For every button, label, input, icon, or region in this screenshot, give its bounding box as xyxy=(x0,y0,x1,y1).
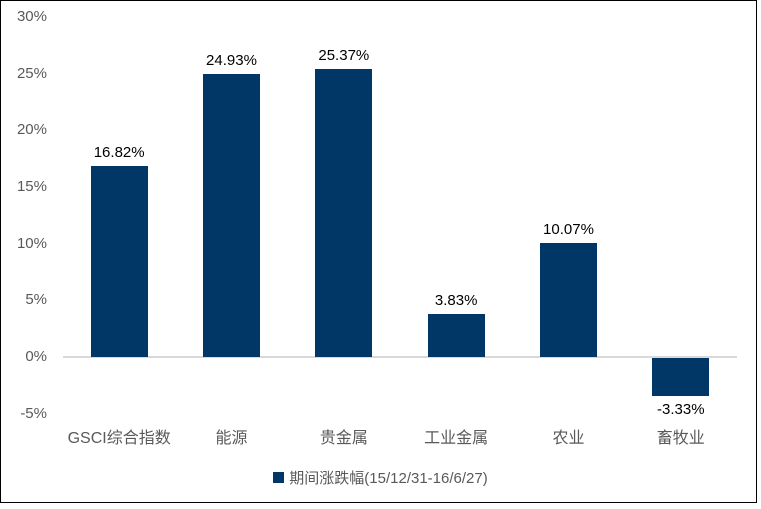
y-tick-label: -5% xyxy=(20,404,47,422)
bar-value-label: 10.07% xyxy=(543,220,594,238)
plot-area: 16.82% 24.93% 25.37% 3.83% 10.07% -3.33% xyxy=(63,17,737,418)
y-tick-label: 20% xyxy=(16,121,47,139)
bar-column: 25.37% xyxy=(288,17,400,414)
x-category-label: 工业金属 xyxy=(424,430,489,447)
y-tick-label: 10% xyxy=(16,234,47,252)
bar xyxy=(427,313,485,357)
y-tick-label: 0% xyxy=(25,348,47,366)
x-axis: GSCI综合指数 能源 贵金属 工业金属 农业 畜牧业 xyxy=(63,428,737,450)
bar xyxy=(652,358,710,396)
bar-value-label: 16.82% xyxy=(93,144,145,162)
bar-value-label: -3.33% xyxy=(657,400,705,418)
bar-value-label: 3.83% xyxy=(434,291,478,309)
y-axis: 30% 25% 20% 15% 10% 5% 0% -5% xyxy=(0,0,47,430)
legend-marker-icon xyxy=(273,471,285,483)
y-tick-label: 25% xyxy=(16,64,47,82)
bar-column: 16.82% xyxy=(63,17,175,414)
y-tick-label: 15% xyxy=(16,178,47,195)
zero-axis-line xyxy=(63,356,737,358)
x-category-label: 能源 xyxy=(215,430,248,447)
chart-legend: 期间涨跌幅(15/12/31-16/6/27) xyxy=(0,466,761,488)
bar xyxy=(539,242,597,357)
bar-column: 10.07% xyxy=(512,17,624,414)
bar-column: 24.93% xyxy=(175,17,287,414)
bar xyxy=(202,74,260,357)
bar-value-label: 25.37% xyxy=(318,47,370,65)
legend-label: 期间涨跌幅(15/12/31-16/6/27) xyxy=(289,469,488,487)
x-category-label: 畜牧业 xyxy=(656,430,705,447)
bar-column: -3.33% xyxy=(625,17,737,418)
bar-value-label: 24.93% xyxy=(206,52,257,70)
y-tick-label: 5% xyxy=(25,291,47,309)
x-category-label: 贵金属 xyxy=(319,430,368,447)
y-tick-label: 30% xyxy=(16,8,47,25)
x-category-label: GSCI综合指数 xyxy=(67,430,171,447)
x-category-label: 农业 xyxy=(552,430,585,447)
bar xyxy=(315,69,373,357)
bar xyxy=(90,166,148,357)
bar-column: 3.83% xyxy=(400,17,512,414)
